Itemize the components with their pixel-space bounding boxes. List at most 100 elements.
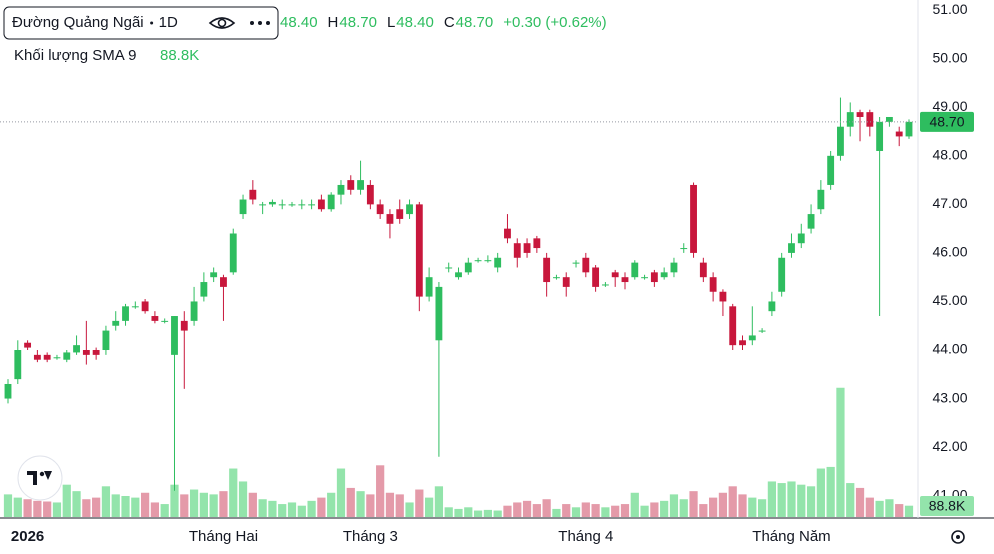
- candle-body: [827, 155, 835, 185]
- last-price-tag: [920, 111, 974, 132]
- volume-bar: [229, 468, 238, 517]
- volume-bar: [366, 494, 375, 517]
- volume-bar: [395, 494, 404, 517]
- volume-bar: [797, 484, 806, 517]
- volume-bar: [611, 505, 620, 517]
- volume-bar: [356, 491, 365, 517]
- candle-body: [33, 354, 41, 360]
- volume-sma-tag: [920, 496, 974, 516]
- volume-bar: [454, 508, 463, 517]
- volume-bar: [150, 502, 160, 517]
- header-value: 48.40: [280, 14, 318, 31]
- candle-body: [415, 204, 423, 297]
- volume-bar: [140, 492, 150, 517]
- volume-bar: [846, 483, 855, 517]
- volume-bar: [865, 497, 874, 517]
- candle-body: [768, 301, 776, 312]
- volume-bar: [43, 501, 52, 517]
- volume-bar: [287, 502, 297, 517]
- volume-bar: [855, 487, 865, 517]
- x-tick-label: Tháng Năm: [752, 528, 830, 545]
- candle-body: [876, 121, 884, 151]
- x-tick-label: 2026: [11, 528, 44, 545]
- candle-body: [592, 267, 600, 287]
- volume-bar: [317, 497, 326, 517]
- separator: [150, 21, 154, 25]
- volume-bar: [385, 492, 395, 517]
- volume-bar: [660, 500, 669, 517]
- y-tick-label: 49.00: [932, 98, 967, 114]
- candle-body: [112, 320, 120, 326]
- candle-body: [837, 126, 844, 156]
- candle-body: [92, 350, 100, 355]
- candle-body: [788, 243, 795, 253]
- volume-sma-tag-label: 88.8K: [929, 498, 966, 514]
- y-tick-label: 44.00: [932, 341, 967, 357]
- volume-bar: [679, 499, 688, 517]
- candle-body: [464, 262, 472, 273]
- x-tick-label: Tháng Hai: [189, 528, 258, 545]
- volume-bar: [258, 499, 267, 517]
- candle-body: [562, 277, 570, 287]
- header-key: C: [444, 14, 455, 31]
- y-tick-label: 50.00: [932, 49, 967, 65]
- volume-bar: [209, 494, 218, 517]
- more-icon[interactable]: [250, 21, 270, 25]
- volume-bar: [757, 499, 767, 517]
- candle-body: [180, 320, 188, 331]
- volume-bar: [493, 510, 502, 517]
- candle-body: [494, 257, 502, 268]
- candle-body: [553, 277, 560, 279]
- volume-bar: [532, 504, 541, 517]
- symbol-box[interactable]: [3, 6, 279, 40]
- volume-bar: [297, 505, 306, 517]
- volume-bar: [601, 507, 610, 517]
- candle-body: [386, 214, 394, 224]
- candle-body: [582, 257, 590, 273]
- interval: 1D: [159, 14, 178, 31]
- candle-body: [856, 112, 864, 117]
- plot-area: [0, 97, 918, 517]
- eye-icon[interactable]: [208, 17, 236, 29]
- candle-body: [141, 301, 149, 312]
- volume-bar: [640, 505, 649, 517]
- header-value: 48.40: [396, 14, 434, 31]
- candle-body: [131, 306, 139, 308]
- settings-icon[interactable]: [951, 530, 965, 544]
- candle-body: [347, 180, 355, 190]
- volume-bar: [522, 500, 532, 517]
- candle-body: [572, 262, 580, 264]
- volume-bar: [238, 481, 248, 517]
- candle-body: [905, 121, 913, 137]
- volume-bar: [199, 492, 208, 517]
- volume-bar: [728, 486, 737, 517]
- candle-body: [523, 243, 531, 253]
- volume-bar: [278, 504, 287, 517]
- volume-bar: [376, 465, 385, 517]
- volume-bar: [650, 502, 659, 517]
- candle-body: [63, 352, 71, 360]
- volume-bar: [748, 497, 757, 517]
- candle-body: [161, 320, 169, 322]
- volume-bar: [709, 497, 718, 517]
- candle-body: [327, 194, 335, 210]
- candle-body: [543, 257, 551, 283]
- candle-body: [337, 184, 345, 195]
- volume-bar: [111, 494, 120, 517]
- candle-body: [474, 260, 482, 262]
- volume-bar: [699, 504, 708, 517]
- volume-bar: [3, 494, 13, 517]
- logo[interactable]: [17, 455, 63, 501]
- candle-body: [866, 112, 874, 127]
- volume-bar: [346, 487, 355, 517]
- volume-label: Khối lượng SMA 9: [14, 47, 136, 64]
- candle-body: [298, 204, 306, 206]
- volume-bar: [787, 481, 796, 517]
- candle-body: [504, 228, 511, 239]
- volume-bar: [581, 502, 590, 517]
- volume-bar: [503, 505, 512, 517]
- y-tick-label: 47.00: [932, 195, 967, 211]
- volume-bar: [464, 507, 473, 517]
- candle-body: [190, 301, 198, 321]
- candle-body: [14, 350, 22, 380]
